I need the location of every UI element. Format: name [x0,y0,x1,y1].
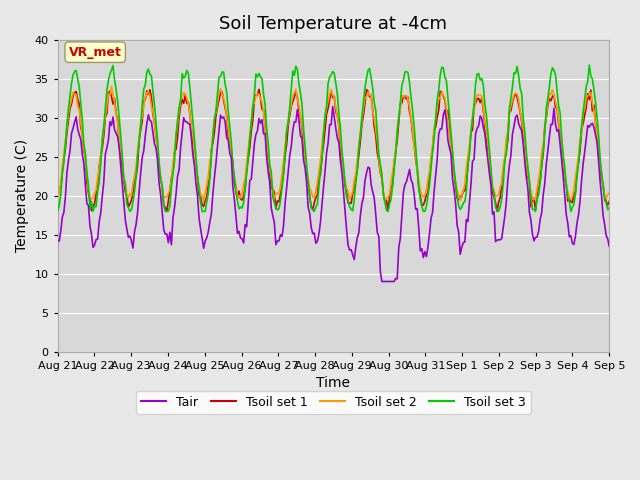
Legend: Tair, Tsoil set 1, Tsoil set 2, Tsoil set 3: Tair, Tsoil set 1, Tsoil set 2, Tsoil se… [136,391,531,414]
Text: VR_met: VR_met [68,46,122,59]
X-axis label: Time: Time [316,376,351,390]
Y-axis label: Temperature (C): Temperature (C) [15,139,29,252]
Title: Soil Temperature at -4cm: Soil Temperature at -4cm [220,15,447,33]
